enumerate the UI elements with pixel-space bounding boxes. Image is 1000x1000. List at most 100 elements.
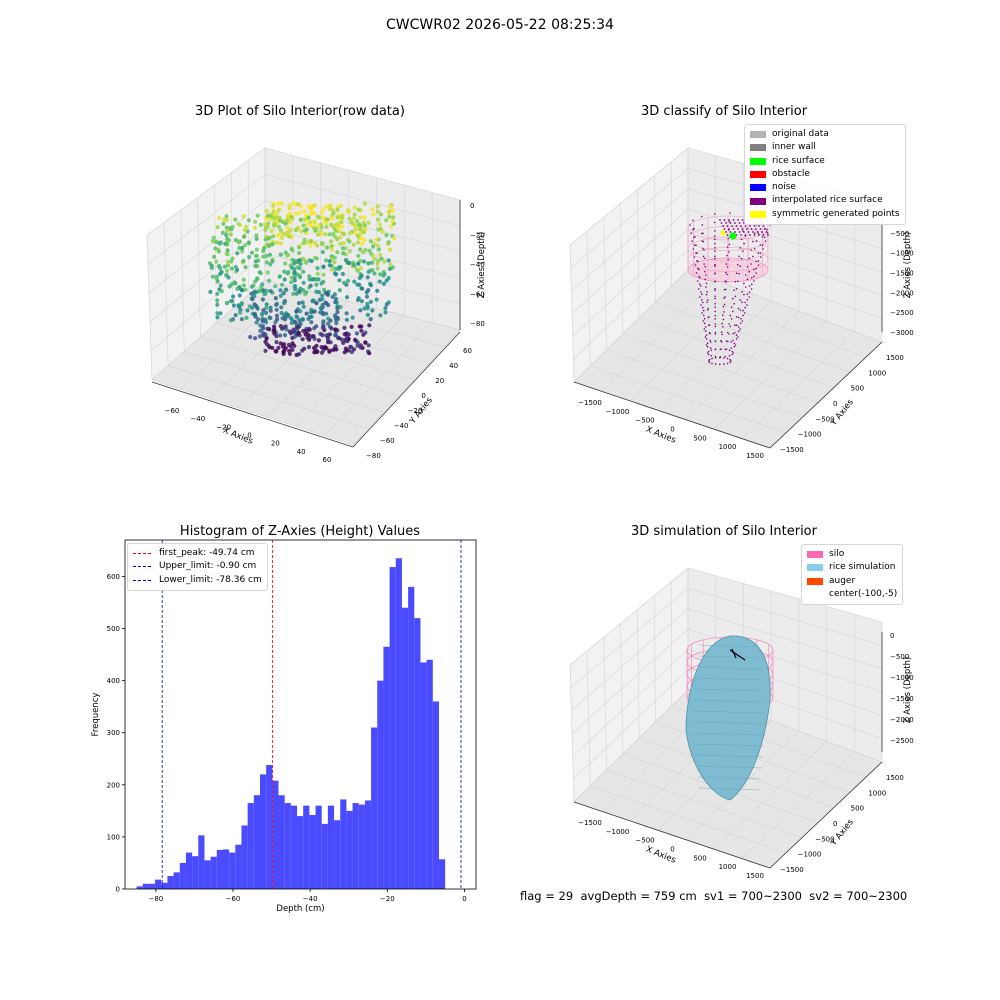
data-point bbox=[222, 217, 227, 222]
data-point bbox=[346, 260, 351, 265]
data-point bbox=[282, 269, 287, 274]
y-tick-label: 600 bbox=[107, 573, 120, 581]
simulation-legend: silo rice simulation auger center(-100,-5) bbox=[801, 544, 904, 606]
interpolated-point bbox=[719, 219, 721, 221]
data-point bbox=[320, 296, 325, 302]
data-point bbox=[357, 324, 362, 329]
data-point bbox=[284, 230, 289, 235]
interpolated-point bbox=[700, 291, 702, 293]
data-point bbox=[221, 221, 226, 226]
interpolated-point bbox=[740, 225, 742, 227]
data-point bbox=[334, 347, 339, 352]
data-point bbox=[264, 253, 269, 259]
data-point bbox=[245, 308, 250, 313]
data-point bbox=[362, 215, 367, 220]
data-point bbox=[268, 288, 273, 294]
interpolated-point bbox=[752, 240, 754, 243]
data-point bbox=[276, 345, 281, 350]
data-point bbox=[264, 208, 269, 214]
data-point bbox=[297, 266, 302, 271]
z-tick-label: −3000 bbox=[890, 329, 914, 337]
z-tick-label: −2000 bbox=[890, 716, 914, 724]
data-point bbox=[225, 252, 230, 257]
x-tick-label: 500 bbox=[693, 854, 706, 862]
interpolated-point bbox=[694, 264, 697, 266]
data-point bbox=[335, 237, 340, 242]
data-point bbox=[241, 277, 246, 282]
interpolated-point bbox=[714, 263, 716, 266]
data-point bbox=[366, 288, 371, 293]
data-point bbox=[293, 287, 298, 292]
legend-entry: symmetric generated points bbox=[750, 208, 900, 221]
data-point bbox=[320, 293, 325, 298]
data-point bbox=[341, 251, 346, 256]
interpolated-point bbox=[714, 297, 716, 300]
histogram-bar bbox=[364, 800, 372, 889]
data-point bbox=[263, 348, 268, 353]
data-point bbox=[356, 296, 361, 301]
x-tick-label: −60 bbox=[226, 895, 241, 903]
data-point bbox=[375, 209, 380, 214]
data-point bbox=[279, 201, 284, 206]
data-point bbox=[360, 286, 365, 291]
data-point bbox=[333, 344, 338, 349]
legend-label: center(-100,-5) bbox=[829, 588, 898, 599]
legend-swatch bbox=[750, 210, 766, 218]
interpolated-point bbox=[709, 347, 712, 349]
data-point bbox=[388, 247, 393, 252]
histogram-legend: first_peak: -49.74 cm Upper_limit: -0.90 … bbox=[127, 543, 268, 591]
interpolated-point bbox=[750, 228, 753, 230]
data-point bbox=[376, 227, 381, 232]
data-point bbox=[233, 313, 238, 318]
data-point bbox=[291, 200, 296, 206]
data-point bbox=[337, 336, 342, 341]
data-point bbox=[361, 259, 367, 264]
data-point bbox=[291, 329, 296, 334]
surface-mesh-line bbox=[698, 644, 760, 648]
data-point bbox=[355, 219, 360, 224]
interpolated-point bbox=[726, 254, 728, 257]
data-point bbox=[314, 301, 319, 306]
interpolated-point bbox=[724, 296, 726, 298]
legend-label: rice simulation bbox=[829, 562, 896, 573]
interpolated-point bbox=[753, 268, 755, 271]
data-point bbox=[315, 266, 320, 271]
legend-label: noise bbox=[772, 182, 796, 193]
legend-entry: silo bbox=[807, 548, 897, 561]
interpolated-point bbox=[751, 277, 753, 279]
data-point bbox=[311, 298, 316, 303]
data-point bbox=[327, 263, 332, 268]
data-point bbox=[320, 333, 325, 338]
data-point bbox=[224, 273, 229, 278]
y-tick-label: 60 bbox=[463, 347, 472, 355]
interpolated-point bbox=[714, 355, 717, 358]
data-point bbox=[258, 222, 263, 227]
data-point bbox=[281, 291, 286, 296]
histogram-bar bbox=[309, 815, 316, 889]
data-point bbox=[267, 252, 272, 257]
interpolated-point bbox=[749, 225, 751, 227]
data-point bbox=[278, 241, 283, 246]
data-point bbox=[281, 325, 286, 330]
data-point bbox=[236, 240, 241, 245]
interpolated-point bbox=[714, 288, 716, 290]
interpolated-point bbox=[746, 265, 749, 268]
interpolated-point bbox=[720, 339, 722, 342]
data-point bbox=[248, 334, 253, 340]
data-point bbox=[323, 232, 328, 237]
interpolated-point bbox=[753, 280, 755, 282]
data-point bbox=[261, 308, 266, 313]
histogram-bar bbox=[260, 774, 267, 889]
interpolated-point bbox=[702, 320, 704, 322]
interpolated-point bbox=[723, 297, 725, 299]
data-point bbox=[354, 331, 359, 336]
x-tick-label: −20 bbox=[380, 895, 395, 903]
data-point bbox=[241, 258, 246, 264]
data-point bbox=[335, 306, 340, 311]
data-point bbox=[360, 250, 366, 255]
interpolated-point bbox=[744, 225, 747, 227]
data-point bbox=[217, 215, 222, 220]
data-point bbox=[324, 224, 329, 229]
grid-line bbox=[590, 785, 787, 854]
data-point bbox=[306, 215, 311, 220]
